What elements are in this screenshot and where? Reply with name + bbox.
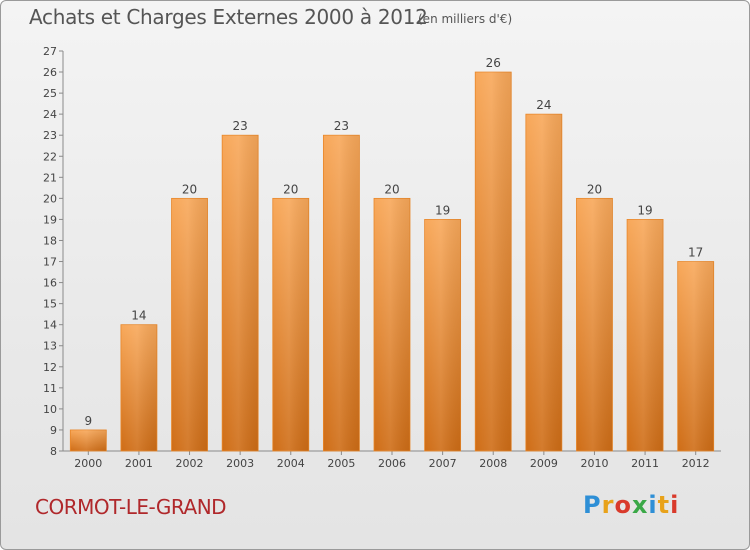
logo-letter: t bbox=[657, 491, 671, 519]
data-label: 9 bbox=[84, 414, 92, 428]
bar-shine bbox=[222, 135, 259, 452]
x-tick-label: 2008 bbox=[479, 457, 507, 470]
y-tick-label: 9 bbox=[50, 424, 57, 437]
y-tick-label: 12 bbox=[43, 361, 57, 374]
logo-letter: r bbox=[601, 491, 615, 519]
bar-shine bbox=[120, 324, 157, 451]
logo-letter: i bbox=[648, 491, 658, 519]
bar-shine bbox=[70, 429, 107, 451]
bar-shine bbox=[272, 198, 309, 451]
bar-shine bbox=[677, 261, 714, 451]
labels: 2000 9 2001 14 2002 20 2003 23 2004 20 2005 23 2006 2… bbox=[74, 56, 709, 470]
y-tick-label: 24 bbox=[43, 108, 57, 121]
data-label: 23 bbox=[233, 119, 248, 133]
data-label: 14 bbox=[131, 309, 146, 323]
x-tick-label: 2004 bbox=[277, 457, 305, 470]
x-tick-label: 2009 bbox=[530, 457, 558, 470]
axes: 8 9 10 11 12 13 14 15 16 17 18 19 20 21 22 23 24 25 26 27 bbox=[43, 45, 721, 458]
data-label: 23 bbox=[334, 119, 349, 133]
logo-letter: x bbox=[631, 491, 649, 519]
bar-shine bbox=[627, 219, 664, 451]
bar-shine bbox=[323, 135, 360, 452]
data-label: 26 bbox=[486, 56, 501, 70]
bar-shine bbox=[475, 72, 512, 451]
x-tick-label: 2012 bbox=[682, 457, 710, 470]
y-tick-label: 15 bbox=[43, 298, 57, 311]
data-label: 20 bbox=[182, 182, 197, 196]
x-tick-label: 2006 bbox=[378, 457, 406, 470]
y-tick-label: 19 bbox=[43, 213, 57, 226]
x-tick-label: 2000 bbox=[74, 457, 102, 470]
y-tick-label: 11 bbox=[43, 382, 57, 395]
bar-shine bbox=[171, 198, 208, 451]
data-label: 20 bbox=[283, 182, 298, 196]
x-tick-label: 2011 bbox=[631, 457, 659, 470]
x-tick-label: 2010 bbox=[580, 457, 608, 470]
y-tick-label: 21 bbox=[43, 171, 57, 184]
y-tick-label: 17 bbox=[43, 256, 57, 269]
data-label: 24 bbox=[536, 98, 551, 112]
x-tick-label: 2005 bbox=[327, 457, 355, 470]
logo-letter: i bbox=[670, 491, 680, 519]
logo-letter: o bbox=[614, 491, 632, 519]
x-tick-label: 2007 bbox=[429, 457, 457, 470]
data-label: 17 bbox=[688, 246, 703, 260]
y-tick-label: 26 bbox=[43, 66, 57, 79]
y-tick-label: 27 bbox=[43, 45, 57, 58]
y-tick-label: 16 bbox=[43, 277, 57, 290]
data-label: 19 bbox=[435, 203, 450, 217]
y-tick-label: 10 bbox=[43, 403, 57, 416]
y-tick-label: 25 bbox=[43, 87, 57, 100]
chart-unit: (en milliers d'€) bbox=[418, 12, 513, 26]
y-tick-label: 14 bbox=[43, 319, 57, 332]
y-tick-label: 23 bbox=[43, 129, 57, 142]
logo-letter: P bbox=[583, 491, 602, 519]
data-label: 19 bbox=[637, 203, 652, 217]
y-tick-label: 13 bbox=[43, 340, 57, 353]
proxiti-logo: Proxiti bbox=[583, 491, 679, 519]
x-tick-label: 2001 bbox=[125, 457, 153, 470]
bar-shine bbox=[525, 114, 562, 451]
data-label: 20 bbox=[384, 182, 399, 196]
y-tick-label: 20 bbox=[43, 192, 57, 205]
x-tick-label: 2002 bbox=[176, 457, 204, 470]
bar-shine bbox=[576, 198, 613, 451]
x-tick-label: 2003 bbox=[226, 457, 254, 470]
bar-shine bbox=[374, 198, 410, 451]
city-name: CORMOT-LE-GRAND bbox=[35, 495, 227, 519]
y-tick-label: 18 bbox=[43, 234, 57, 247]
bars bbox=[69, 71, 715, 452]
y-tick-label: 8 bbox=[50, 445, 57, 458]
y-tick-label: 22 bbox=[43, 150, 57, 163]
bar-shine bbox=[424, 219, 461, 451]
data-label: 20 bbox=[587, 182, 602, 196]
chart-title: Achats et Charges Externes 2000 à 2012 bbox=[29, 5, 428, 29]
